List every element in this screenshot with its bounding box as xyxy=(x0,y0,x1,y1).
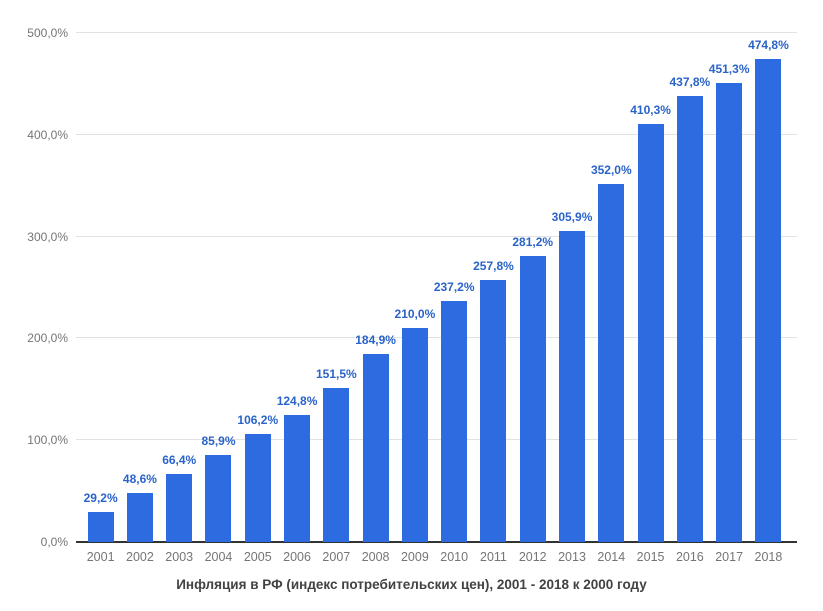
bar-2011 xyxy=(480,279,507,542)
x-axis-label-2018: 2018 xyxy=(754,550,783,564)
x-axis-label-2017: 2017 xyxy=(715,550,744,564)
bar-column-2001: 29,2% 2001 xyxy=(81,33,120,564)
bar-2004 xyxy=(205,454,232,542)
bar-2005 xyxy=(244,433,271,542)
bar-column-2009: 210,0% 2009 xyxy=(394,33,436,564)
y-axis-tick-label-400: 400,0% xyxy=(27,127,68,142)
x-axis-label-2005: 2005 xyxy=(243,550,272,564)
y-axis-tick-label-0: 0,0% xyxy=(40,535,68,549)
bar-value-label-2008: 184,9% xyxy=(355,332,396,347)
x-axis-label-2001: 2001 xyxy=(86,550,115,564)
bar-2016 xyxy=(676,96,703,542)
bar-value-label-2003: 66,4% xyxy=(162,453,197,468)
bar-column-2008: 184,9% 2008 xyxy=(355,33,396,564)
bar-value-label-2011: 257,8% xyxy=(473,258,514,273)
bar-column-2012: 281,2% 2012 xyxy=(512,33,554,564)
bar-column-2007: 151,5% 2007 xyxy=(315,33,357,564)
bar-column-2006: 124,8% 2006 xyxy=(276,33,318,564)
bar-column-2010: 237,2% 2010 xyxy=(433,33,475,564)
bar-2018 xyxy=(755,58,782,542)
y-axis-tick-label-200: 200,0% xyxy=(27,331,68,346)
gridline-100 xyxy=(76,439,797,441)
bar-column-2015: 410,3% 2015 xyxy=(630,33,671,564)
x-axis-label-2007: 2007 xyxy=(322,550,351,564)
bar-column-2003: 66,4% 2003 xyxy=(160,33,199,564)
bar-2003 xyxy=(166,474,193,542)
bar-2015 xyxy=(637,124,664,542)
bar-column-2002: 48,6% 2002 xyxy=(120,33,159,564)
bar-value-label-2010: 237,2% xyxy=(433,279,475,294)
bar-value-label-2006: 124,8% xyxy=(276,393,318,408)
bar-value-label-2005: 106,2% xyxy=(237,412,279,427)
bar-column-2005: 106,2% 2005 xyxy=(237,33,279,564)
bar-value-label-2018: 474,8% xyxy=(748,37,789,52)
x-axis-label-2009: 2009 xyxy=(400,550,429,564)
bar-column-2014: 352,0% 2014 xyxy=(590,33,632,564)
bar-2002 xyxy=(126,492,153,542)
x-axis-label-2012: 2012 xyxy=(518,550,547,564)
x-axis-label-2008: 2008 xyxy=(361,550,390,564)
x-axis-label-2004: 2004 xyxy=(204,550,233,564)
bar-value-label-2004: 85,9% xyxy=(201,433,236,448)
bar-value-label-2014: 352,0% xyxy=(590,162,632,177)
bar-column-2013: 305,9% 2013 xyxy=(551,33,593,564)
x-axis-label-2015: 2015 xyxy=(636,550,665,564)
gridline-500 xyxy=(76,32,797,33)
bar-2017 xyxy=(716,82,743,542)
x-axis-label-2013: 2013 xyxy=(558,550,586,564)
bar-column-2018: 474,8% 2018 xyxy=(748,33,789,564)
x-axis-label-2003: 2003 xyxy=(165,550,194,564)
bar-value-label-2002: 48,6% xyxy=(122,471,157,486)
bar-column-2011: 257,8% 2011 xyxy=(473,33,514,564)
bar-value-label-2013: 305,9% xyxy=(551,209,593,224)
bars-container: 29,2% 2001 48,6% 2002 66,4% 2003 85,9% 2004 106,… xyxy=(81,33,789,564)
bar-value-label-2012: 281,2% xyxy=(512,234,554,249)
x-axis-label-2002: 2002 xyxy=(126,550,154,564)
y-axis-labels: 0,0% 100,0% 200,0% 300,0% 400,0% 500,0% xyxy=(0,26,68,549)
gridline-200 xyxy=(76,337,797,339)
bar-2013 xyxy=(559,230,586,542)
gridline-300 xyxy=(76,235,797,237)
bar-2009 xyxy=(401,328,428,542)
bar-2007 xyxy=(323,387,350,542)
plot-area: 29,2% 2001 48,6% 2002 66,4% 2003 85,9% 2004 106,… xyxy=(76,32,797,564)
bar-2010 xyxy=(441,300,468,542)
bar-2012 xyxy=(519,255,546,542)
bar-value-label-2016: 437,8% xyxy=(669,75,711,90)
bar-2001 xyxy=(87,512,114,542)
bar-column-2004: 85,9% 2004 xyxy=(199,33,238,564)
x-axis-label-2014: 2014 xyxy=(597,550,626,564)
bar-value-label-2001: 29,2% xyxy=(83,491,118,506)
bar-2006 xyxy=(284,414,311,542)
gridline-400 xyxy=(76,133,797,135)
x-axis-label-2006: 2006 xyxy=(283,550,311,564)
x-axis-label-2011: 2011 xyxy=(480,550,507,564)
x-axis-baseline xyxy=(76,541,797,543)
bar-2014 xyxy=(598,183,625,542)
y-axis-tick-label-100: 100,0% xyxy=(27,433,68,448)
x-axis-label-2016: 2016 xyxy=(675,550,704,564)
chart-title: Инфляция в РФ (индекс потребительских це… xyxy=(176,577,647,592)
bar-value-label-2007: 151,5% xyxy=(315,366,357,381)
bar-value-label-2017: 451,3% xyxy=(708,61,750,76)
bar-column-2017: 451,3% 2017 xyxy=(708,33,750,564)
y-axis-tick-label-500: 500,0% xyxy=(27,26,68,40)
bar-column-2016: 437,8% 2016 xyxy=(669,33,711,564)
bar-value-label-2015: 410,3% xyxy=(630,103,671,118)
bar-2008 xyxy=(362,353,389,542)
x-axis-label-2010: 2010 xyxy=(440,550,469,564)
y-axis-tick-label-300: 300,0% xyxy=(27,229,68,244)
bar-value-label-2009: 210,0% xyxy=(394,307,436,322)
